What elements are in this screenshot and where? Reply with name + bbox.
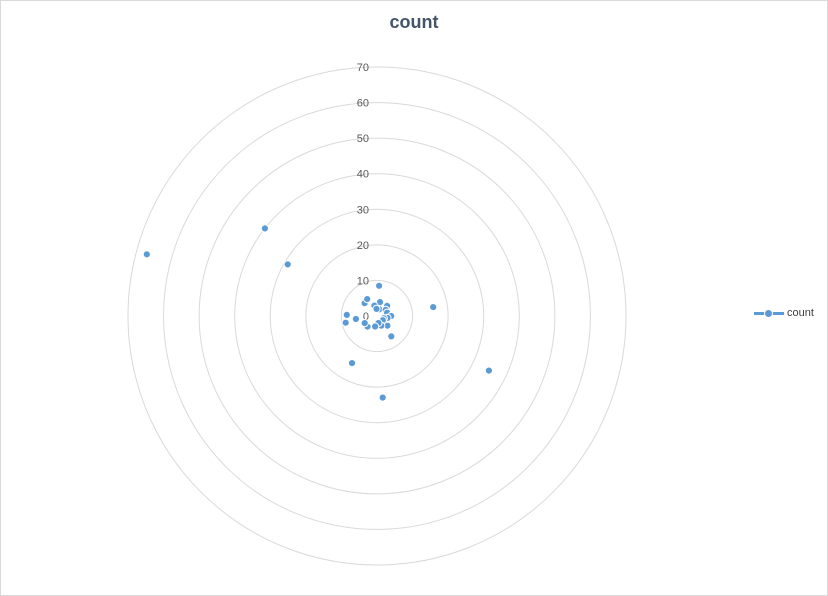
- data-point: [360, 319, 369, 328]
- data-point: [429, 303, 438, 312]
- data-point: [283, 260, 292, 269]
- data-point: [372, 304, 381, 313]
- grid-ring: [163, 102, 591, 530]
- radial-grid: [127, 66, 627, 566]
- chart-title: count: [389, 12, 439, 32]
- data-point: [341, 318, 350, 327]
- data-point: [378, 393, 387, 402]
- data-point: [484, 366, 493, 375]
- legend: count: [754, 305, 814, 321]
- legend-label: count: [787, 307, 814, 319]
- r-tick-label: 50: [357, 133, 369, 145]
- grid-ring: [340, 279, 414, 353]
- r-tick-label: 70: [357, 62, 369, 74]
- radial-axis-ticks: 0 10 20 30 40 50 60 70: [357, 62, 369, 323]
- data-point: [260, 224, 269, 233]
- grid-ring: [234, 173, 520, 459]
- data-point: [142, 250, 151, 259]
- data-point: [347, 359, 357, 368]
- data-point: [351, 314, 360, 324]
- r-tick-label: 40: [357, 169, 369, 181]
- grid-ring: [198, 137, 556, 495]
- data-points: [142, 224, 493, 402]
- r-tick-label: 0: [363, 311, 369, 323]
- data-point: [387, 332, 396, 341]
- data-point: [371, 322, 380, 331]
- data-point: [375, 281, 384, 290]
- r-tick-label: 60: [357, 98, 369, 110]
- r-tick-label: 30: [357, 204, 369, 216]
- grid-ring: [127, 66, 627, 566]
- data-point: [363, 295, 372, 304]
- legend-marker-icon: [754, 306, 784, 320]
- r-tick-label: 10: [357, 275, 369, 287]
- grid-ring: [269, 208, 485, 424]
- data-point: [342, 310, 351, 319]
- grid-ring: [305, 244, 449, 388]
- r-tick-label: 20: [357, 240, 369, 252]
